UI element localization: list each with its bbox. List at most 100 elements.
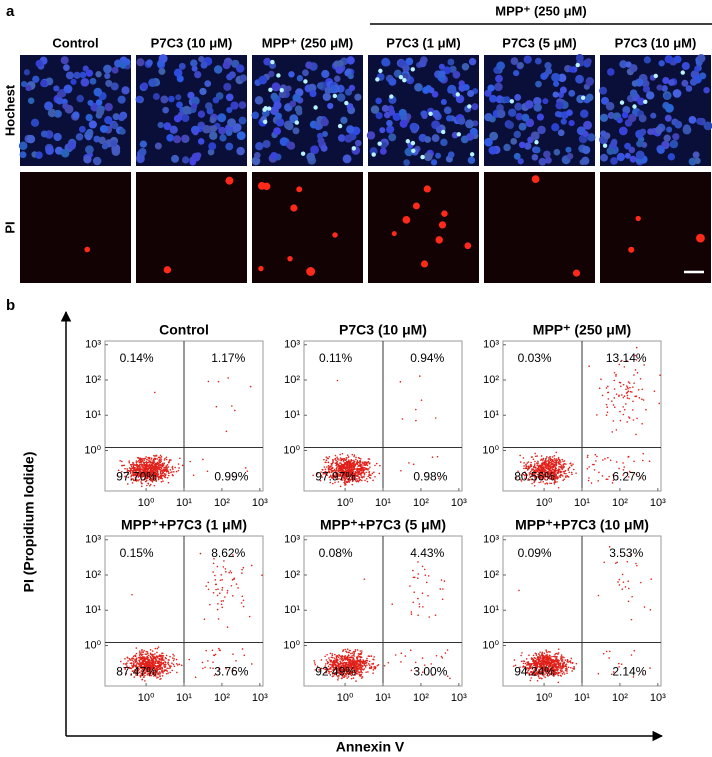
event-dot <box>613 397 615 399</box>
bright-nucleus <box>581 96 585 100</box>
event-dot <box>419 375 421 377</box>
nucleus <box>683 126 692 135</box>
event-dot <box>561 469 563 471</box>
event-dot <box>588 466 590 468</box>
event-dot <box>357 661 359 663</box>
event-dot <box>530 680 532 682</box>
event-dot <box>410 649 412 651</box>
column-label: Control <box>52 35 98 50</box>
nucleus <box>240 74 247 81</box>
event-dot <box>540 467 542 469</box>
event-dot <box>633 374 635 376</box>
event-dot <box>346 662 348 664</box>
row-label: PI <box>2 221 17 233</box>
event-dot <box>606 404 608 406</box>
event-dot <box>369 661 371 663</box>
nucleus <box>118 114 125 121</box>
event-dot <box>361 665 363 667</box>
event-dot <box>361 465 363 467</box>
event-dot <box>126 662 128 664</box>
event-dot <box>151 654 153 656</box>
nucleus <box>670 140 678 148</box>
event-dot <box>132 659 134 661</box>
bright-nucleus <box>333 94 337 98</box>
event-dot <box>571 472 573 474</box>
event-dot <box>548 463 550 465</box>
event-dot <box>226 592 228 594</box>
pi-cell <box>84 247 90 253</box>
event-dot <box>442 657 444 659</box>
event-dot <box>349 461 351 463</box>
event-dot <box>209 604 211 606</box>
event-dot <box>202 668 204 670</box>
event-dot <box>356 657 358 659</box>
event-dot <box>525 465 527 467</box>
event-dot <box>166 466 168 468</box>
event-dot <box>144 462 146 464</box>
event-dot <box>628 601 630 603</box>
nucleus <box>226 129 233 136</box>
event-dot <box>558 487 560 489</box>
pi-image <box>20 172 131 283</box>
nucleus <box>533 103 541 111</box>
event-dot <box>172 654 174 656</box>
event-dot <box>162 675 164 677</box>
nucleus <box>73 72 80 79</box>
nucleus <box>703 87 709 93</box>
bright-nucleus <box>681 70 685 74</box>
event-dot <box>558 652 560 654</box>
event-dot <box>139 659 141 661</box>
event-dot <box>149 485 151 487</box>
nucleus <box>174 115 182 123</box>
event-dot <box>535 658 537 660</box>
event-dot <box>143 461 145 463</box>
event-dot <box>402 418 404 420</box>
event-dot <box>535 660 537 662</box>
event-dot <box>215 589 217 591</box>
event-dot <box>625 403 627 405</box>
event-dot <box>359 664 361 666</box>
nucleus <box>19 141 28 150</box>
event-dot <box>215 654 217 656</box>
event-dot <box>536 464 538 466</box>
event-dot <box>361 661 363 663</box>
event-dot <box>155 465 157 467</box>
event-dot <box>400 381 402 383</box>
event-dot <box>607 412 609 414</box>
nucleus <box>447 59 454 66</box>
event-dot <box>633 382 635 384</box>
event-dot <box>195 676 197 678</box>
nucleus <box>226 74 233 81</box>
event-dot <box>400 470 402 472</box>
event-dot <box>564 662 566 664</box>
event-dot <box>153 461 155 463</box>
event-dot <box>207 582 209 584</box>
nucleus <box>89 120 97 128</box>
event-dot <box>230 570 232 572</box>
event-dot <box>519 455 521 457</box>
event-dot <box>157 471 159 473</box>
event-dot <box>337 380 339 382</box>
event-dot <box>161 662 163 664</box>
nucleus <box>287 142 295 150</box>
nucleus <box>668 153 675 160</box>
x-tick-label: 10³ <box>650 497 666 509</box>
event-dot <box>557 659 559 661</box>
nucleus <box>136 96 143 103</box>
event-dot <box>621 588 623 590</box>
event-dot <box>595 454 597 456</box>
event-dot <box>339 658 341 660</box>
event-dot <box>373 669 375 671</box>
event-dot <box>558 458 560 460</box>
event-dot <box>168 466 170 468</box>
nucleus <box>337 93 346 102</box>
event-dot <box>160 455 162 457</box>
bright-nucleus <box>467 104 471 108</box>
event-dot <box>360 656 362 658</box>
event-dot <box>142 679 144 681</box>
event-dot <box>640 582 642 584</box>
nucleus <box>25 85 31 91</box>
event-dot <box>372 658 374 660</box>
event-dot <box>641 423 643 425</box>
event-dot <box>343 464 345 466</box>
